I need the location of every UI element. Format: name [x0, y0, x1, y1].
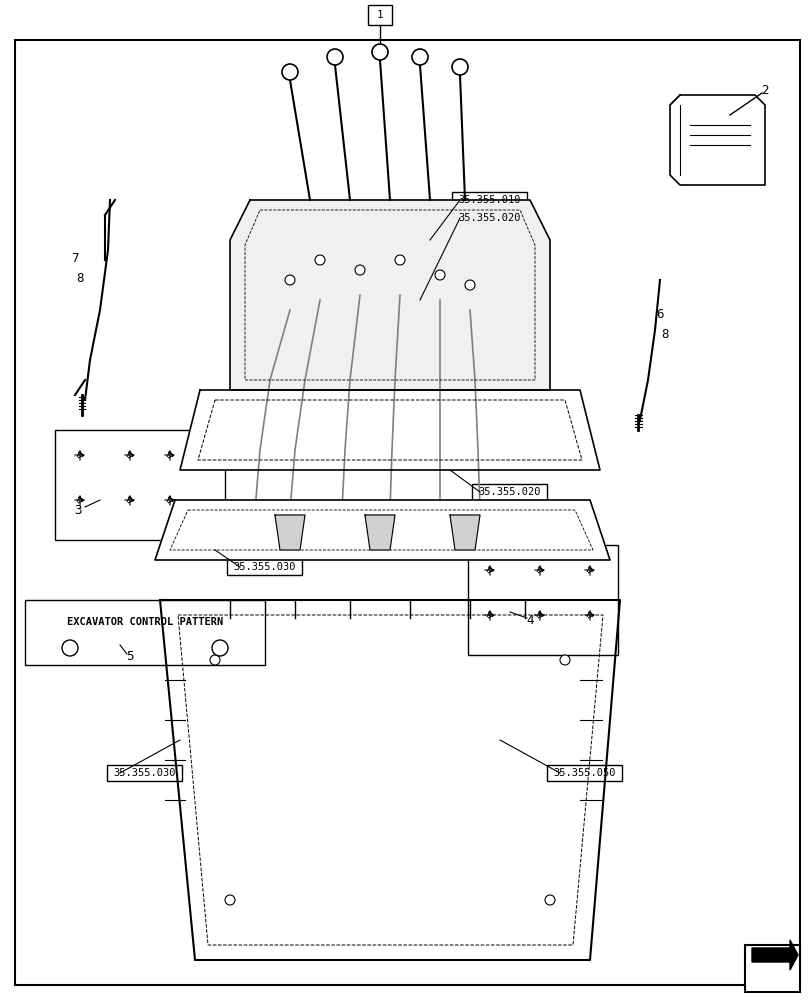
Text: EXCAVATOR CONTROL PATTERN: EXCAVATOR CONTROL PATTERN: [67, 617, 223, 627]
Circle shape: [315, 255, 324, 265]
Polygon shape: [275, 515, 305, 550]
Text: 8: 8: [660, 328, 668, 342]
Circle shape: [394, 255, 405, 265]
Bar: [227, 559, 303, 575]
Polygon shape: [160, 600, 620, 960]
Text: 35.355.020: 35.355.020: [458, 213, 521, 223]
Circle shape: [452, 59, 467, 75]
Bar: [452, 192, 527, 208]
Text: 35.355.030: 35.355.030: [234, 562, 296, 572]
Bar: [107, 765, 182, 781]
Circle shape: [281, 64, 298, 80]
Bar: [452, 210, 527, 226]
Circle shape: [411, 49, 427, 65]
Text: 35.355.030: 35.355.030: [114, 768, 176, 778]
Text: 2: 2: [761, 84, 768, 97]
Text: 3: 3: [74, 504, 82, 516]
Bar: [55, 430, 225, 540]
Text: 7: 7: [71, 251, 79, 264]
Text: 6: 6: [655, 308, 663, 322]
Polygon shape: [365, 515, 394, 550]
Circle shape: [62, 640, 78, 656]
Bar: [467, 545, 617, 655]
Circle shape: [560, 655, 569, 665]
Text: 4: 4: [526, 613, 533, 626]
Bar: [547, 765, 622, 781]
Circle shape: [210, 655, 220, 665]
Polygon shape: [449, 515, 479, 550]
Circle shape: [354, 265, 365, 275]
Text: 1: 1: [376, 10, 383, 20]
Circle shape: [225, 895, 234, 905]
Circle shape: [544, 895, 554, 905]
Circle shape: [371, 44, 388, 60]
Circle shape: [465, 280, 474, 290]
Text: 35.355.010: 35.355.010: [458, 195, 521, 205]
Circle shape: [327, 49, 342, 65]
Circle shape: [212, 640, 228, 656]
Polygon shape: [155, 500, 609, 560]
Polygon shape: [180, 390, 599, 470]
Bar: [25, 600, 264, 665]
Bar: [744, 945, 799, 992]
Text: 5: 5: [126, 650, 134, 664]
Polygon shape: [230, 200, 549, 390]
Text: 35.355.020: 35.355.020: [478, 487, 541, 497]
Circle shape: [435, 270, 444, 280]
Bar: [472, 484, 547, 500]
Text: 35.355.050: 35.355.050: [553, 768, 616, 778]
Text: 8: 8: [76, 271, 84, 284]
Polygon shape: [751, 940, 797, 970]
Bar: [367, 5, 392, 25]
Circle shape: [285, 275, 294, 285]
